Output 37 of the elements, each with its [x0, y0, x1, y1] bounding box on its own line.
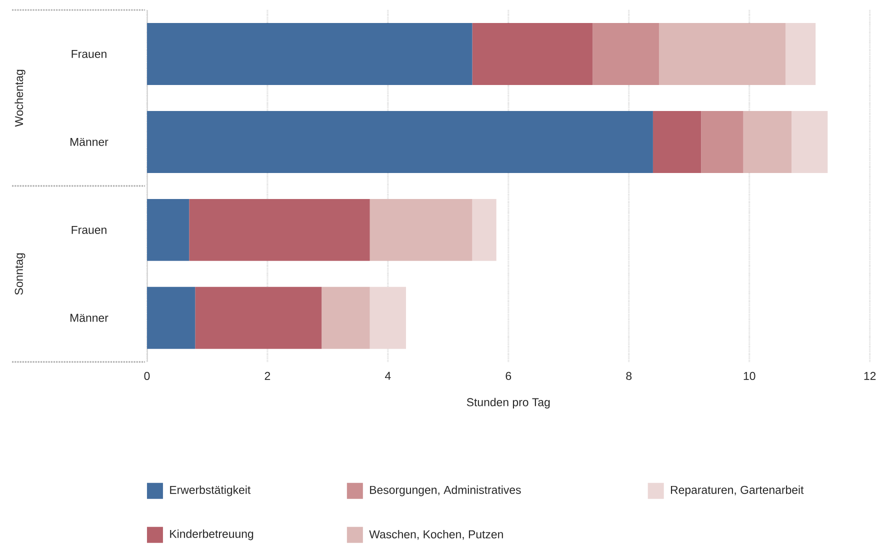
bar [743, 111, 792, 174]
bar [472, 23, 593, 86]
bar [592, 23, 659, 86]
x-tick-label: 8 [626, 372, 632, 380]
bar [701, 111, 744, 174]
legend-label: Reparaturen, Gartenarbeit [670, 486, 804, 496]
legend-label: Waschen, Kochen, Putzen [369, 530, 503, 540]
legend-label: Besorgungen, Administratives [370, 486, 521, 496]
bar [146, 286, 196, 349]
y-tick-label: Männer [70, 314, 108, 322]
x-tick-label: 0 [144, 372, 150, 380]
bar [792, 111, 828, 174]
text: Sonntag [14, 253, 26, 295]
x-tick-label: 4 [385, 372, 391, 380]
x-tick-label: 12 [864, 372, 876, 380]
x-axis-title: Stunden pro Tag [466, 398, 550, 409]
y-tick-label: Männer [70, 138, 108, 146]
x-tick-label: 6 [506, 372, 512, 380]
bar [652, 111, 702, 174]
y-tick-label: Frauen [72, 50, 106, 58]
text: Wochentag [14, 70, 26, 127]
bar [658, 23, 786, 86]
bar [322, 286, 370, 349]
bar [146, 23, 472, 86]
x-tick-label: 2 [264, 372, 270, 380]
bar [370, 199, 472, 261]
bar [785, 23, 816, 86]
y-tick-label: Frauen [72, 226, 106, 234]
legend-label: Erwerbstätigkeit [170, 486, 251, 496]
bar [370, 286, 406, 349]
x-tick-label: 10 [744, 372, 756, 380]
bar [189, 199, 370, 261]
bar [146, 199, 190, 261]
bar [146, 111, 653, 174]
bar [472, 199, 496, 261]
legend-label: Kinderbetreuung [170, 530, 254, 540]
bar [195, 286, 322, 349]
